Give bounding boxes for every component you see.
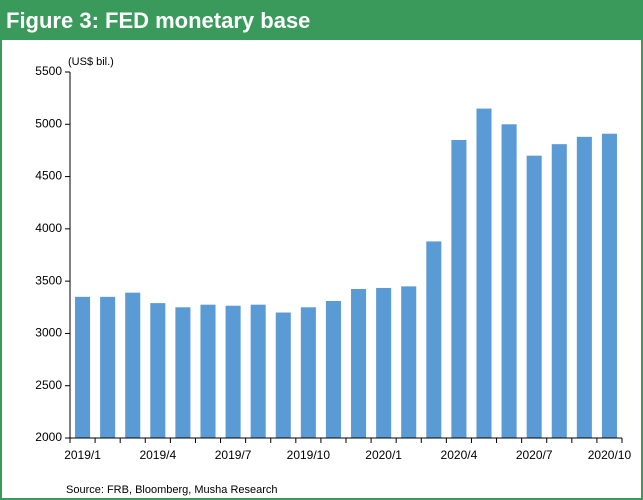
bar xyxy=(100,296,116,438)
x-tick-label: 2019/7 xyxy=(215,448,252,462)
axis-unit: (US$ bil.) xyxy=(68,56,114,68)
x-tick-label: 2020/7 xyxy=(516,448,553,462)
y-tick-label: 4000 xyxy=(35,221,62,235)
header-bar xyxy=(0,0,643,40)
bar xyxy=(250,304,266,438)
bar xyxy=(300,307,316,438)
x-tick-label: 2020/10 xyxy=(588,448,632,462)
bar xyxy=(275,312,291,438)
x-tick-label: 2019/1 xyxy=(64,448,101,462)
bar xyxy=(426,241,442,438)
bar xyxy=(601,133,617,438)
y-tick-label: 2000 xyxy=(35,430,62,444)
bar xyxy=(576,136,592,438)
bar xyxy=(526,155,542,438)
bar xyxy=(125,292,141,438)
bar xyxy=(325,301,341,438)
x-tick-label: 2020/1 xyxy=(365,448,402,462)
x-tick-label: 2020/4 xyxy=(441,448,478,462)
y-tick-label: 5500 xyxy=(35,64,62,78)
y-tick-label: 3000 xyxy=(35,326,62,340)
bar xyxy=(150,303,166,438)
chart-title: Figure 3: FED monetary base xyxy=(6,8,310,33)
bar xyxy=(476,108,492,438)
x-tick-label: 2019/10 xyxy=(287,448,331,462)
bar xyxy=(175,307,191,438)
bar xyxy=(451,139,467,438)
bar xyxy=(200,304,216,438)
y-tick-label: 2500 xyxy=(35,378,62,392)
bar xyxy=(75,296,91,438)
bar xyxy=(351,288,367,438)
source-note: Source: FRB, Bloomberg, Musha Research xyxy=(66,484,278,496)
y-tick-label: 5000 xyxy=(35,116,62,130)
x-tick-label: 2019/4 xyxy=(139,448,176,462)
bar xyxy=(501,124,517,439)
bar xyxy=(551,144,567,438)
bar xyxy=(225,305,241,438)
y-tick-label: 3500 xyxy=(35,273,62,287)
bar xyxy=(376,287,392,438)
bar xyxy=(401,286,417,438)
y-tick-label: 4500 xyxy=(35,169,62,183)
